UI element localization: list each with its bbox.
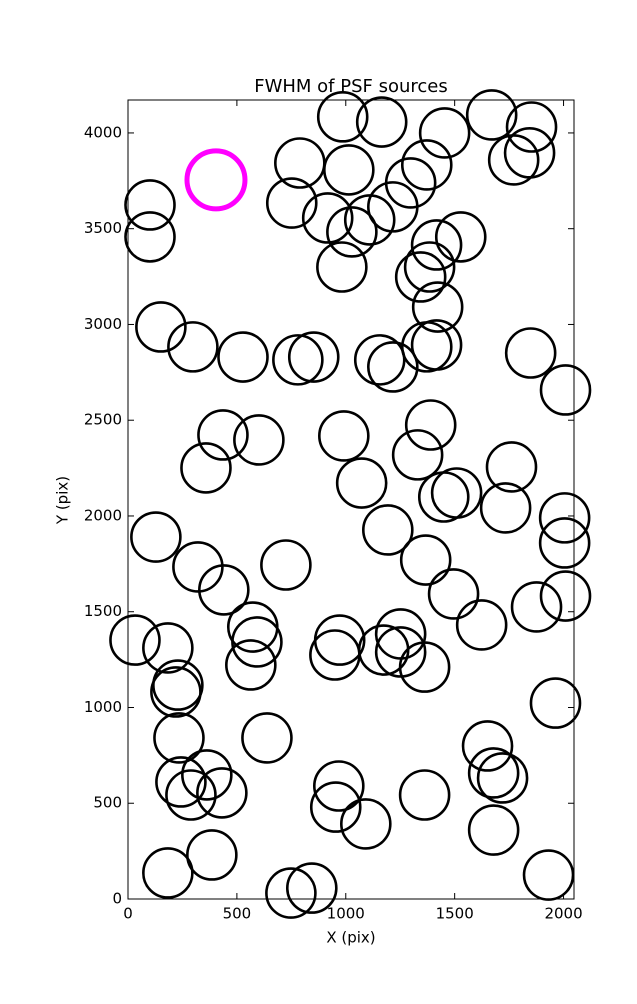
source-circle — [455, 599, 508, 651]
source-circle — [265, 867, 317, 919]
source-circle — [467, 747, 520, 799]
source-circle — [340, 798, 392, 850]
source-circle — [353, 334, 406, 386]
highlight-circle — [184, 148, 248, 212]
source-circle — [504, 327, 557, 379]
x-tick-label: 500 — [223, 905, 252, 923]
source-circle — [180, 442, 232, 494]
source-circle — [465, 89, 518, 141]
source-circle — [172, 541, 224, 593]
source-circle — [418, 107, 471, 159]
source-circle — [410, 319, 463, 371]
x-tick-label: 0 — [123, 905, 133, 923]
source-circle — [225, 639, 277, 691]
source-circle — [391, 429, 444, 481]
source-circle — [135, 301, 187, 353]
source-circle — [362, 504, 414, 556]
source-circle — [522, 849, 575, 901]
x-tick-label: 1500 — [436, 905, 474, 923]
source-circle — [510, 581, 563, 633]
source-circle — [165, 769, 217, 821]
source-circle — [394, 251, 447, 303]
source-circle — [272, 334, 324, 386]
source-circle — [142, 847, 194, 899]
source-circle — [403, 241, 456, 293]
source-circle — [430, 467, 483, 519]
source-circle — [505, 101, 558, 153]
source-circle — [367, 341, 419, 393]
chart-title: FWHM of PSF sources — [254, 76, 448, 97]
x-axis-label: X (pix) — [326, 929, 375, 947]
source-circle — [186, 829, 238, 881]
y-tick-label: 3000 — [84, 315, 122, 333]
source-circle — [539, 570, 592, 622]
source-circle — [538, 492, 591, 544]
source-circle — [398, 769, 451, 821]
source-circle — [355, 96, 408, 148]
source-circle — [260, 539, 312, 591]
source-circle — [398, 641, 451, 693]
source-circle — [286, 862, 338, 914]
source-circle — [231, 616, 283, 668]
x-tick-label: 1000 — [327, 905, 365, 923]
source-circle — [335, 457, 388, 509]
source-circle — [479, 482, 532, 534]
y-axis-label: Y (pix) — [54, 476, 72, 525]
source-circle — [427, 568, 480, 620]
source-circle — [316, 241, 368, 293]
y-tick-label: 0 — [112, 890, 122, 908]
source-circle — [410, 219, 463, 271]
source-circle — [124, 179, 176, 231]
plot-frame — [127, 99, 575, 900]
y-tick-label: 3500 — [84, 219, 122, 237]
y-tick-label: 4000 — [84, 123, 122, 141]
source-circle — [142, 622, 194, 674]
source-circle — [316, 91, 369, 143]
source-circle — [155, 756, 207, 808]
y-tick-label: 1000 — [84, 698, 122, 716]
source-circle — [485, 441, 538, 493]
y-tick-label: 1500 — [84, 602, 122, 620]
source-circle — [404, 399, 457, 451]
source-circle — [287, 331, 340, 383]
source-circle — [196, 767, 248, 819]
source-circle — [265, 177, 318, 229]
source-circle — [400, 139, 453, 191]
source-circle — [181, 749, 233, 801]
source-circle — [301, 192, 354, 244]
source-circle — [503, 127, 556, 179]
source-circle — [476, 752, 529, 804]
source-circle — [318, 410, 370, 462]
source-circle — [167, 321, 219, 373]
source-circle — [198, 564, 250, 616]
source-circle — [313, 760, 365, 812]
source-circle — [411, 281, 464, 333]
source-circle — [539, 364, 592, 416]
source-circle — [150, 666, 202, 718]
x-tick-label: 2000 — [544, 905, 582, 923]
source-circle — [434, 211, 487, 263]
source-circle — [538, 517, 591, 569]
source-circle — [217, 331, 269, 383]
source-circle — [326, 206, 378, 258]
source-circle — [323, 144, 375, 196]
y-tick-label: 500 — [93, 794, 122, 812]
source-circle — [467, 804, 520, 856]
source-circle — [399, 534, 452, 586]
source-circle — [124, 211, 176, 263]
y-tick-label: 2000 — [84, 506, 122, 524]
source-circle — [241, 712, 293, 764]
source-circle — [153, 712, 205, 764]
source-circle — [309, 781, 362, 833]
y-tick-label: 2500 — [84, 411, 122, 429]
source-circle — [197, 409, 249, 461]
source-circle — [109, 614, 161, 666]
source-circle — [461, 720, 514, 772]
source-circle — [233, 414, 285, 466]
source-circle — [529, 677, 582, 729]
source-circle — [130, 511, 182, 563]
source-circle — [384, 157, 437, 209]
